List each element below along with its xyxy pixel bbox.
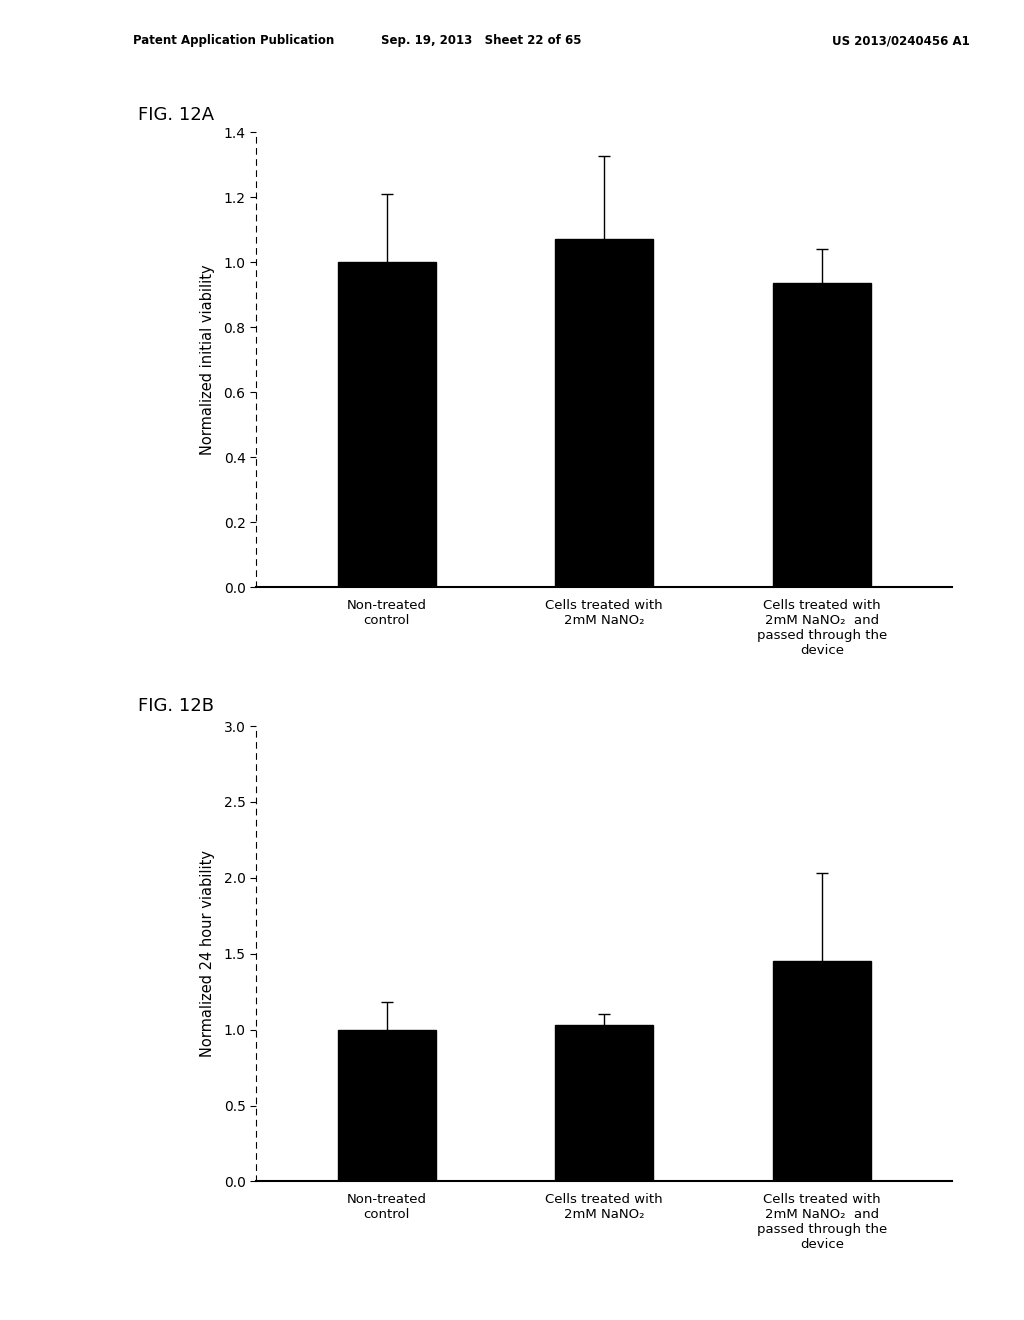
Bar: [555, 1026, 653, 1181]
Y-axis label: Normalized 24 hour viability: Normalized 24 hour viability: [201, 850, 215, 1057]
Text: FIG. 12B: FIG. 12B: [138, 697, 214, 715]
Bar: [338, 263, 435, 587]
Bar: [773, 284, 870, 587]
Text: Patent Application Publication: Patent Application Publication: [133, 34, 335, 48]
Bar: [773, 961, 870, 1181]
Bar: [555, 239, 653, 587]
Text: US 2013/0240456 A1: US 2013/0240456 A1: [833, 34, 970, 48]
Text: Sep. 19, 2013   Sheet 22 of 65: Sep. 19, 2013 Sheet 22 of 65: [381, 34, 582, 48]
Y-axis label: Normalized initial viability: Normalized initial viability: [201, 264, 215, 455]
Bar: [338, 1030, 435, 1181]
Text: FIG. 12A: FIG. 12A: [138, 106, 214, 124]
